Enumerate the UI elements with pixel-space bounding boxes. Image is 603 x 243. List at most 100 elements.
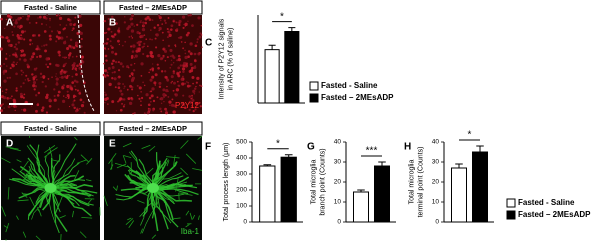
signal-dot (41, 106, 45, 110)
signal-dot (175, 21, 177, 23)
signal-dot (74, 85, 76, 87)
y-tick-label: 10 (334, 199, 342, 206)
signal-dot (107, 103, 109, 105)
signal-dot (177, 57, 182, 62)
process (125, 218, 134, 226)
signal-dot (79, 98, 83, 102)
signal-dot (75, 69, 77, 72)
signal-dot (63, 63, 66, 67)
signal-dot (136, 23, 139, 26)
process (74, 136, 78, 141)
signal-dot (123, 98, 126, 101)
signal-dot (58, 14, 61, 17)
signal-dot (56, 30, 59, 32)
signal-dot (13, 46, 15, 48)
signal-dot (114, 71, 116, 73)
y-tick-label: 500 (236, 139, 247, 146)
signal-dot (67, 96, 70, 99)
signal-dot (172, 71, 176, 75)
signal-dot (111, 77, 114, 80)
signal-dot (163, 95, 166, 98)
signal-dot (146, 54, 149, 58)
signal-dot (32, 52, 36, 56)
signal-dot (163, 47, 166, 50)
signal-dot (39, 72, 43, 76)
signal-dot (32, 78, 36, 81)
y-tick-label: 200 (236, 187, 247, 194)
process (85, 179, 92, 182)
process (178, 192, 193, 196)
signal-dot (75, 55, 78, 58)
signal-dot (154, 73, 158, 77)
signal-dot (33, 88, 36, 91)
signal-dot (31, 43, 34, 45)
signal-dot (35, 48, 37, 50)
signal-dot (147, 103, 151, 107)
signal-dot (140, 100, 142, 102)
stain-label: P2Y12 (175, 101, 200, 110)
signal-dot (81, 55, 84, 58)
signal-dot (150, 94, 154, 98)
signal-dot (151, 19, 154, 21)
signal-dot (73, 23, 76, 27)
process (73, 170, 80, 182)
signal-dot (132, 112, 134, 115)
signal-dot (9, 67, 12, 70)
signal-dot (131, 50, 135, 53)
signal-dot (6, 65, 8, 67)
signal-dot (38, 48, 41, 51)
signal-dot (82, 101, 85, 104)
signal-dot (106, 71, 109, 74)
process (192, 168, 203, 171)
process (127, 217, 132, 221)
process (108, 153, 117, 164)
signal-dot (128, 35, 131, 38)
signal-dot (75, 95, 77, 97)
signal-dot (108, 23, 111, 26)
signal-dot (29, 79, 31, 82)
signal-dot (66, 36, 68, 38)
process (59, 215, 66, 219)
process (50, 187, 92, 217)
signal-dot (185, 65, 187, 67)
process (37, 207, 39, 212)
signal-dot (81, 58, 83, 60)
signal-dot (165, 89, 169, 93)
signal-dot (46, 14, 48, 16)
signal-dot (140, 96, 144, 100)
signal-dot (5, 88, 8, 91)
error-bar (455, 163, 463, 168)
signal-dot (2, 103, 4, 105)
signal-dot (48, 105, 52, 108)
y-tick-label: 30 (432, 159, 440, 166)
signal-dot (16, 33, 19, 36)
process (122, 142, 132, 148)
signal-dot (166, 31, 169, 33)
panel-letter: B (109, 18, 116, 29)
process (175, 178, 179, 192)
signal-dot (157, 14, 161, 17)
signal-dot (170, 59, 173, 61)
signal-dot (184, 52, 187, 55)
signal-dot (110, 30, 113, 33)
signal-dot (13, 25, 16, 28)
signal-dot (127, 97, 131, 100)
y-axis-label: Total microglia (310, 160, 317, 205)
signal-dot (176, 59, 179, 62)
process (57, 195, 63, 209)
signal-dot (177, 84, 180, 87)
signal-dot (139, 21, 142, 24)
signal-dot (103, 42, 106, 45)
signal-dot (76, 89, 80, 92)
signal-dot (0, 66, 2, 68)
signal-dot (41, 45, 43, 47)
signal-dot (107, 67, 111, 70)
signal-dot (29, 38, 32, 42)
signal-dot (78, 92, 82, 95)
signal-dot (154, 37, 157, 40)
signal-dot (188, 70, 192, 73)
signal-dot (0, 17, 3, 21)
signal-dot (143, 84, 146, 87)
process (5, 146, 19, 150)
signal-dot (191, 94, 193, 97)
